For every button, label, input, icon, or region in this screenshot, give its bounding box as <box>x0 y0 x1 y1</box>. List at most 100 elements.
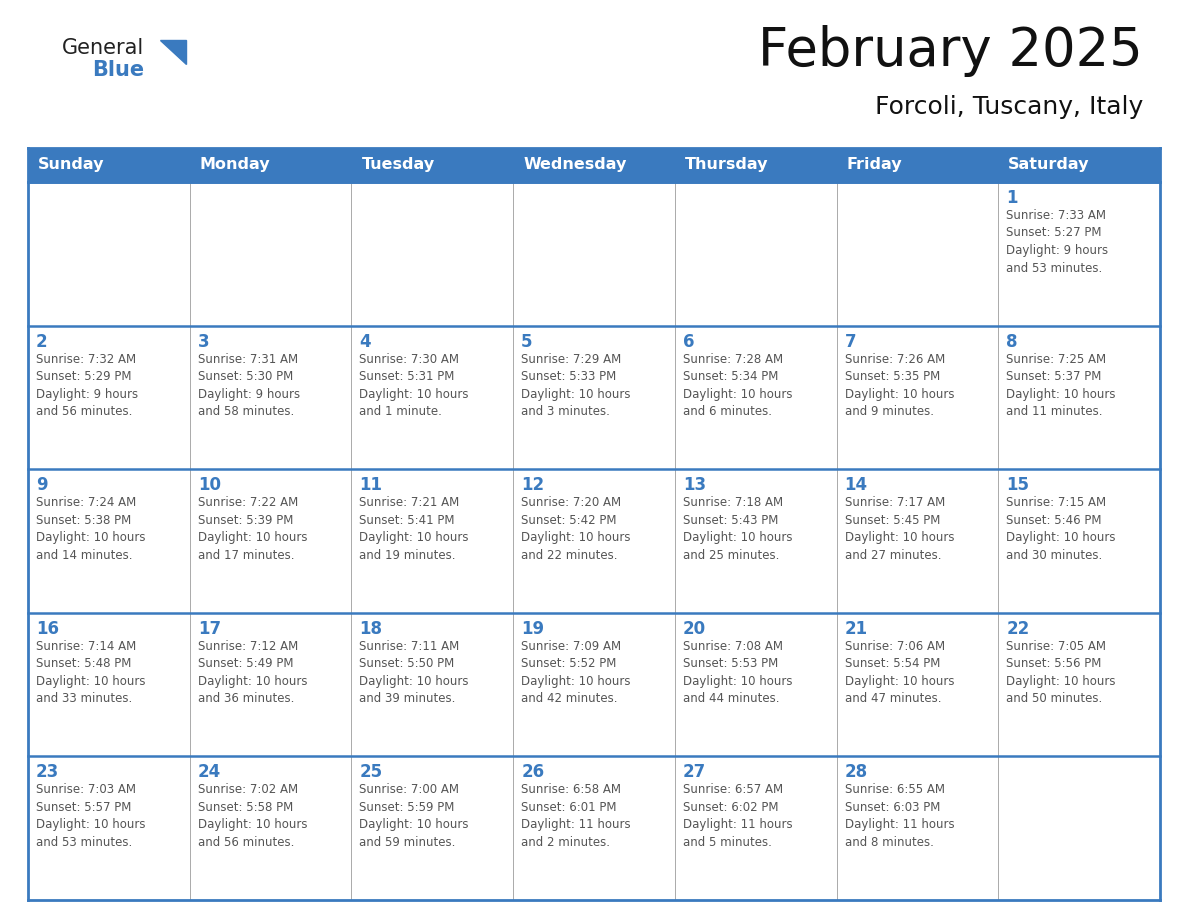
Text: Sunrise: 6:57 AM
Sunset: 6:02 PM
Daylight: 11 hours
and 5 minutes.: Sunrise: 6:57 AM Sunset: 6:02 PM Dayligh… <box>683 783 792 849</box>
Text: 3: 3 <box>197 332 209 351</box>
Text: General: General <box>62 38 144 58</box>
Text: Sunrise: 7:06 AM
Sunset: 5:54 PM
Daylight: 10 hours
and 47 minutes.: Sunrise: 7:06 AM Sunset: 5:54 PM Dayligh… <box>845 640 954 705</box>
Bar <box>190 469 352 613</box>
Bar <box>513 148 675 182</box>
Text: 21: 21 <box>845 620 867 638</box>
Bar <box>675 613 836 756</box>
Text: Sunrise: 7:18 AM
Sunset: 5:43 PM
Daylight: 10 hours
and 25 minutes.: Sunrise: 7:18 AM Sunset: 5:43 PM Dayligh… <box>683 497 792 562</box>
Text: Sunrise: 7:25 AM
Sunset: 5:37 PM
Daylight: 10 hours
and 11 minutes.: Sunrise: 7:25 AM Sunset: 5:37 PM Dayligh… <box>1006 353 1116 418</box>
Bar <box>29 182 190 326</box>
Text: Wednesday: Wednesday <box>523 158 626 173</box>
Bar <box>836 469 998 613</box>
Text: Sunrise: 7:21 AM
Sunset: 5:41 PM
Daylight: 10 hours
and 19 minutes.: Sunrise: 7:21 AM Sunset: 5:41 PM Dayligh… <box>360 497 469 562</box>
Text: 6: 6 <box>683 332 694 351</box>
Bar <box>675 756 836 900</box>
Bar <box>836 326 998 469</box>
Text: 1: 1 <box>1006 189 1018 207</box>
Text: 9: 9 <box>36 476 48 494</box>
Text: Sunrise: 7:29 AM
Sunset: 5:33 PM
Daylight: 10 hours
and 3 minutes.: Sunrise: 7:29 AM Sunset: 5:33 PM Dayligh… <box>522 353 631 418</box>
Bar <box>675 469 836 613</box>
Bar <box>675 326 836 469</box>
Text: 18: 18 <box>360 620 383 638</box>
Text: 16: 16 <box>36 620 59 638</box>
Text: 22: 22 <box>1006 620 1030 638</box>
Bar <box>29 756 190 900</box>
Text: Monday: Monday <box>200 158 271 173</box>
Text: Sunrise: 7:12 AM
Sunset: 5:49 PM
Daylight: 10 hours
and 36 minutes.: Sunrise: 7:12 AM Sunset: 5:49 PM Dayligh… <box>197 640 308 705</box>
Text: Sunrise: 7:00 AM
Sunset: 5:59 PM
Daylight: 10 hours
and 59 minutes.: Sunrise: 7:00 AM Sunset: 5:59 PM Dayligh… <box>360 783 469 849</box>
Polygon shape <box>160 40 187 64</box>
Text: Friday: Friday <box>847 158 902 173</box>
Text: 11: 11 <box>360 476 383 494</box>
Text: 13: 13 <box>683 476 706 494</box>
Bar <box>352 326 513 469</box>
Text: 14: 14 <box>845 476 867 494</box>
Text: 2: 2 <box>36 332 48 351</box>
Bar <box>998 148 1159 182</box>
Bar <box>836 613 998 756</box>
Bar <box>352 613 513 756</box>
Text: 8: 8 <box>1006 332 1018 351</box>
Bar <box>836 148 998 182</box>
Text: 23: 23 <box>36 764 59 781</box>
Bar <box>998 469 1159 613</box>
Text: 7: 7 <box>845 332 857 351</box>
Text: 17: 17 <box>197 620 221 638</box>
Text: Sunrise: 7:05 AM
Sunset: 5:56 PM
Daylight: 10 hours
and 50 minutes.: Sunrise: 7:05 AM Sunset: 5:56 PM Dayligh… <box>1006 640 1116 705</box>
Text: Sunrise: 7:11 AM
Sunset: 5:50 PM
Daylight: 10 hours
and 39 minutes.: Sunrise: 7:11 AM Sunset: 5:50 PM Dayligh… <box>360 640 469 705</box>
Text: 20: 20 <box>683 620 706 638</box>
Bar <box>352 148 513 182</box>
Bar <box>190 756 352 900</box>
Bar <box>513 182 675 326</box>
Text: 25: 25 <box>360 764 383 781</box>
Bar <box>513 756 675 900</box>
Text: February 2025: February 2025 <box>758 25 1143 77</box>
Text: Sunrise: 6:58 AM
Sunset: 6:01 PM
Daylight: 11 hours
and 2 minutes.: Sunrise: 6:58 AM Sunset: 6:01 PM Dayligh… <box>522 783 631 849</box>
Bar <box>675 148 836 182</box>
Bar <box>513 613 675 756</box>
Bar <box>513 326 675 469</box>
Text: Sunrise: 7:33 AM
Sunset: 5:27 PM
Daylight: 9 hours
and 53 minutes.: Sunrise: 7:33 AM Sunset: 5:27 PM Dayligh… <box>1006 209 1108 274</box>
Text: Sunrise: 7:28 AM
Sunset: 5:34 PM
Daylight: 10 hours
and 6 minutes.: Sunrise: 7:28 AM Sunset: 5:34 PM Dayligh… <box>683 353 792 418</box>
Bar <box>352 469 513 613</box>
Bar <box>190 326 352 469</box>
Bar <box>190 182 352 326</box>
Text: 4: 4 <box>360 332 371 351</box>
Text: Sunrise: 6:55 AM
Sunset: 6:03 PM
Daylight: 11 hours
and 8 minutes.: Sunrise: 6:55 AM Sunset: 6:03 PM Dayligh… <box>845 783 954 849</box>
Text: 26: 26 <box>522 764 544 781</box>
Bar <box>675 182 836 326</box>
Bar <box>836 182 998 326</box>
Bar <box>352 756 513 900</box>
Text: Sunrise: 7:08 AM
Sunset: 5:53 PM
Daylight: 10 hours
and 44 minutes.: Sunrise: 7:08 AM Sunset: 5:53 PM Dayligh… <box>683 640 792 705</box>
Text: Sunrise: 7:20 AM
Sunset: 5:42 PM
Daylight: 10 hours
and 22 minutes.: Sunrise: 7:20 AM Sunset: 5:42 PM Dayligh… <box>522 497 631 562</box>
Bar <box>190 148 352 182</box>
Bar <box>29 148 190 182</box>
Text: 5: 5 <box>522 332 532 351</box>
Text: Sunrise: 7:09 AM
Sunset: 5:52 PM
Daylight: 10 hours
and 42 minutes.: Sunrise: 7:09 AM Sunset: 5:52 PM Dayligh… <box>522 640 631 705</box>
Text: 24: 24 <box>197 764 221 781</box>
Text: Forcoli, Tuscany, Italy: Forcoli, Tuscany, Italy <box>874 95 1143 119</box>
Text: 10: 10 <box>197 476 221 494</box>
Bar <box>998 182 1159 326</box>
Text: 15: 15 <box>1006 476 1029 494</box>
Bar <box>513 469 675 613</box>
Text: Sunrise: 7:31 AM
Sunset: 5:30 PM
Daylight: 9 hours
and 58 minutes.: Sunrise: 7:31 AM Sunset: 5:30 PM Dayligh… <box>197 353 299 418</box>
Text: Sunrise: 7:02 AM
Sunset: 5:58 PM
Daylight: 10 hours
and 56 minutes.: Sunrise: 7:02 AM Sunset: 5:58 PM Dayligh… <box>197 783 308 849</box>
Text: Sunrise: 7:30 AM
Sunset: 5:31 PM
Daylight: 10 hours
and 1 minute.: Sunrise: 7:30 AM Sunset: 5:31 PM Dayligh… <box>360 353 469 418</box>
Bar <box>29 613 190 756</box>
Bar <box>352 182 513 326</box>
Text: Sunrise: 7:26 AM
Sunset: 5:35 PM
Daylight: 10 hours
and 9 minutes.: Sunrise: 7:26 AM Sunset: 5:35 PM Dayligh… <box>845 353 954 418</box>
Text: Sunrise: 7:24 AM
Sunset: 5:38 PM
Daylight: 10 hours
and 14 minutes.: Sunrise: 7:24 AM Sunset: 5:38 PM Dayligh… <box>36 497 145 562</box>
Text: 12: 12 <box>522 476 544 494</box>
Text: 27: 27 <box>683 764 706 781</box>
Text: 19: 19 <box>522 620 544 638</box>
Text: Sunrise: 7:15 AM
Sunset: 5:46 PM
Daylight: 10 hours
and 30 minutes.: Sunrise: 7:15 AM Sunset: 5:46 PM Dayligh… <box>1006 497 1116 562</box>
Text: 28: 28 <box>845 764 867 781</box>
Text: Sunrise: 7:32 AM
Sunset: 5:29 PM
Daylight: 9 hours
and 56 minutes.: Sunrise: 7:32 AM Sunset: 5:29 PM Dayligh… <box>36 353 138 418</box>
Bar <box>29 469 190 613</box>
Text: Sunday: Sunday <box>38 158 105 173</box>
Bar <box>190 613 352 756</box>
Bar <box>998 326 1159 469</box>
Text: Sunrise: 7:17 AM
Sunset: 5:45 PM
Daylight: 10 hours
and 27 minutes.: Sunrise: 7:17 AM Sunset: 5:45 PM Dayligh… <box>845 497 954 562</box>
Text: Sunrise: 7:03 AM
Sunset: 5:57 PM
Daylight: 10 hours
and 53 minutes.: Sunrise: 7:03 AM Sunset: 5:57 PM Dayligh… <box>36 783 145 849</box>
